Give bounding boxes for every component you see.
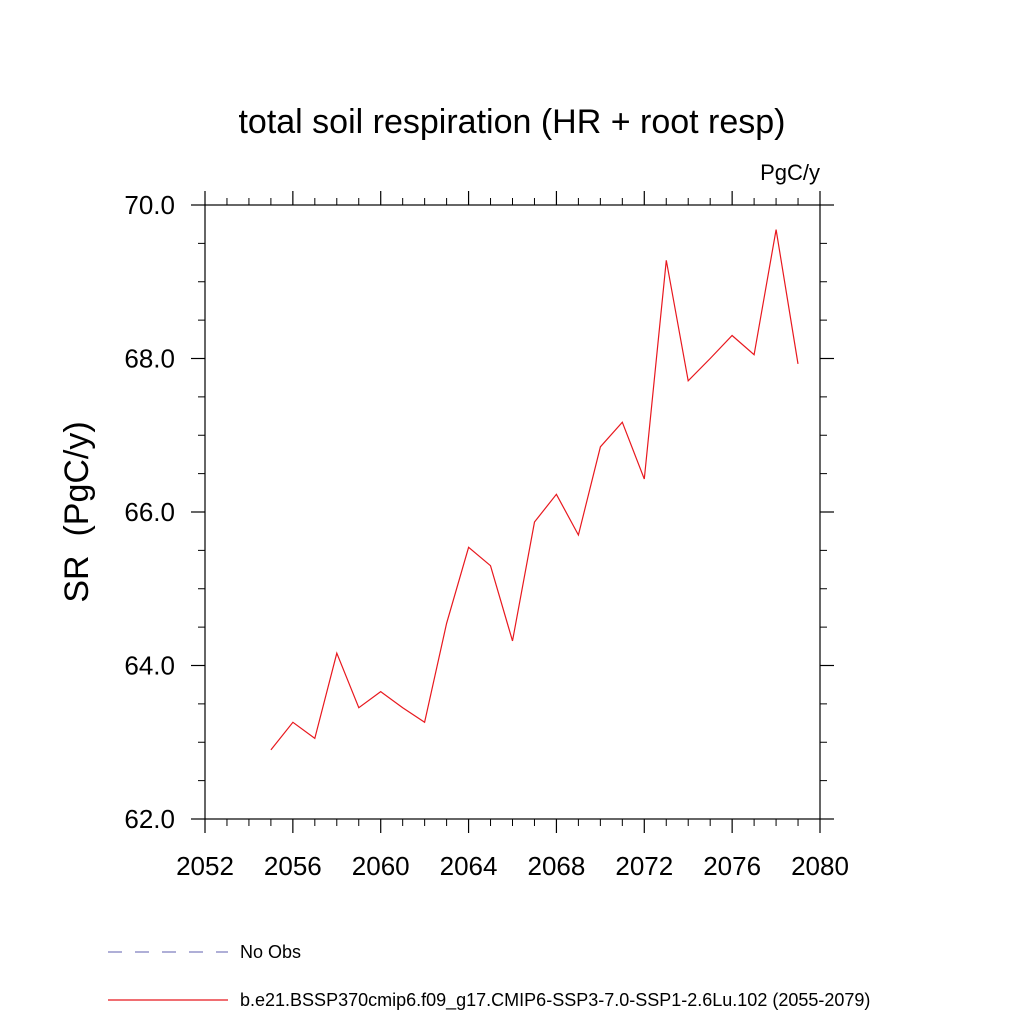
legend: No Obs b.e21.BSSP370cmip6.f09_g17.CMIP6-S… — [108, 942, 870, 1011]
x-tick-label: 2080 — [791, 851, 849, 881]
plot-frame — [204, 204, 821, 820]
legend-label: No Obs — [240, 942, 301, 962]
y-axis-label: SR (PgC/y) — [58, 421, 96, 602]
y-tick-label: 62.0 — [124, 804, 175, 834]
x-tick-label: 2076 — [703, 851, 761, 881]
x-tick-label: 2064 — [440, 851, 498, 881]
x-tick-label: 2060 — [352, 851, 410, 881]
units-label: PgC/y — [760, 160, 820, 185]
y-tick-label: 68.0 — [124, 344, 175, 374]
chart-title: total soil respiration (HR + root resp) — [238, 103, 785, 141]
series-line — [270, 229, 799, 751]
x-tick-label: 2068 — [528, 851, 586, 881]
y-tick-label: 66.0 — [124, 497, 175, 527]
y-tick-label: 64.0 — [124, 651, 175, 681]
x-tick-label: 2072 — [615, 851, 673, 881]
series-layer — [270, 229, 799, 751]
axis-ticks: 2052 2056 2060 2064 2068 2072 2076 2080 62.0 64.0… — [124, 190, 849, 881]
y-tick-label: 70.0 — [124, 190, 175, 220]
x-tick-label: 2052 — [176, 851, 234, 881]
x-tick-label: 2056 — [264, 851, 322, 881]
legend-label: b.e21.BSSP370cmip6.f09_g17.CMIP6-SSP3-7.… — [240, 990, 870, 1011]
